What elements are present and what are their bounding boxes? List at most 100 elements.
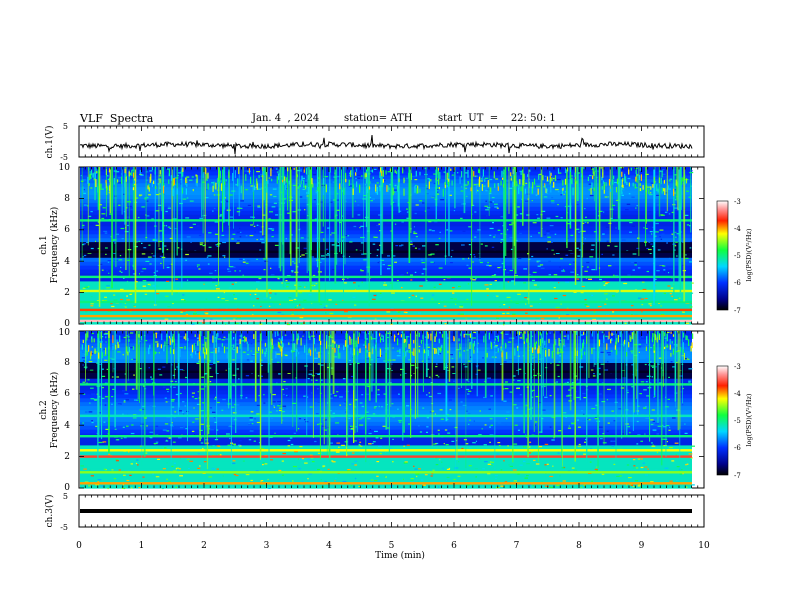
spec1-sferic <box>653 167 656 297</box>
spec2-noise <box>463 350 465 352</box>
spec1-sferic <box>125 167 127 270</box>
spec1-sferic <box>368 167 370 307</box>
spec1-noise <box>438 267 443 269</box>
spec2-noise <box>354 464 358 466</box>
spec2-noise <box>115 460 119 462</box>
spec1-noise <box>472 261 474 263</box>
spec1-hf-noise <box>681 178 683 185</box>
spec2-hf-noise <box>653 350 655 353</box>
spec2-noise <box>529 441 532 443</box>
spec1-hf-noise <box>192 189 194 192</box>
spec1-hf-noise <box>256 183 258 190</box>
spec2-noise <box>272 394 276 396</box>
spec1-hf-noise <box>414 185 416 193</box>
spec1-noise <box>484 205 488 207</box>
spec1-noise <box>580 292 584 294</box>
spec2-noise <box>528 452 532 454</box>
spec1-noise <box>386 311 391 313</box>
spec2-noise <box>691 445 695 447</box>
spec2-hf-noise <box>586 336 588 344</box>
spec2-sferic <box>206 331 209 470</box>
spec1-noise <box>130 234 133 236</box>
spec2-bg-row <box>80 440 692 446</box>
spec2-noise <box>249 417 253 419</box>
spec2-noise <box>150 376 152 378</box>
spec1-noise <box>354 200 356 202</box>
spec2-noise <box>311 379 313 381</box>
spec1-noise <box>627 274 631 276</box>
spec2-noise <box>309 454 313 456</box>
spec2-hf-noise <box>318 334 321 341</box>
spec2-hf-noise <box>554 341 556 346</box>
spec1-noise <box>550 200 555 202</box>
spec1-hf-noise <box>392 187 394 196</box>
spec1-hf-noise <box>305 168 308 175</box>
spec1-noise <box>678 297 681 299</box>
spec2-noise <box>463 473 467 475</box>
spec2-noise <box>468 465 472 467</box>
spec1-sferic <box>512 167 514 270</box>
spec2-noise <box>238 444 241 446</box>
spec1-noise <box>233 266 236 268</box>
spec1-hf-noise <box>567 167 569 172</box>
spec2-sferic <box>443 331 446 370</box>
spec2-noise <box>472 337 476 339</box>
spec2-noise <box>518 368 522 370</box>
spec2-hf-noise <box>231 347 233 350</box>
spec1-hf-noise <box>620 179 622 186</box>
spec2-noise <box>190 354 193 356</box>
spec1-hf-noise <box>625 176 627 184</box>
spec1-noise <box>480 243 483 245</box>
ch2-spec-channel-label: ch.2 <box>39 400 49 419</box>
spec1-noise <box>216 285 218 287</box>
spec1-hf-noise <box>397 185 399 192</box>
spec2-noise <box>495 477 497 479</box>
spec2-hf-noise <box>460 331 462 337</box>
spec2-noise <box>637 346 642 348</box>
spec2-noise <box>376 475 379 477</box>
spec1-noise <box>398 210 402 212</box>
spec1-noise <box>360 225 365 227</box>
spec1-noise <box>260 238 264 240</box>
spec1-hf-noise <box>172 178 174 187</box>
spec1-noise <box>555 252 560 254</box>
spec1-noise <box>641 304 644 306</box>
spec1-sferic <box>454 167 456 209</box>
spec2-noise <box>439 409 443 411</box>
spec2-noise <box>466 409 468 411</box>
spec2-noise <box>197 467 201 469</box>
spec2-hf-noise <box>308 331 310 338</box>
spec2-hf-noise <box>194 334 196 337</box>
spec2-hf-noise <box>690 345 692 352</box>
spec2-noise <box>644 363 647 366</box>
spec1-noise <box>269 194 273 196</box>
spec1-noise <box>405 177 410 179</box>
spec2-noise <box>103 421 106 423</box>
spec2-noise <box>415 473 420 475</box>
spec1-noise <box>152 238 156 241</box>
spec2-noise <box>376 356 380 358</box>
spec1-noise <box>293 262 296 264</box>
spec2-hf-noise <box>441 334 444 338</box>
spec2-noise <box>524 433 527 435</box>
spec1-noise <box>401 287 403 289</box>
spec1-noise <box>355 289 356 291</box>
spec2-noise <box>571 422 575 424</box>
spec2-noise <box>626 389 629 391</box>
spec2-noise <box>331 460 334 462</box>
spec2-noise <box>232 331 235 333</box>
spec1-noise <box>415 295 417 297</box>
spec2-sferic <box>597 331 599 468</box>
spec2-hf-noise <box>221 343 223 347</box>
spec1-hf-noise <box>339 183 341 190</box>
spec1-hf-noise <box>381 170 383 176</box>
spec2-noise <box>351 463 355 465</box>
spec1-hf-noise <box>657 188 659 193</box>
spec1-noise <box>685 254 687 256</box>
ch1-spec-ytick-2: 2 <box>64 288 70 298</box>
spec2-noise <box>581 410 583 412</box>
spec1-noise <box>518 257 522 260</box>
spec1-noise <box>668 213 671 215</box>
spec1-noise <box>221 234 225 236</box>
spec2-hf-noise <box>183 336 185 339</box>
